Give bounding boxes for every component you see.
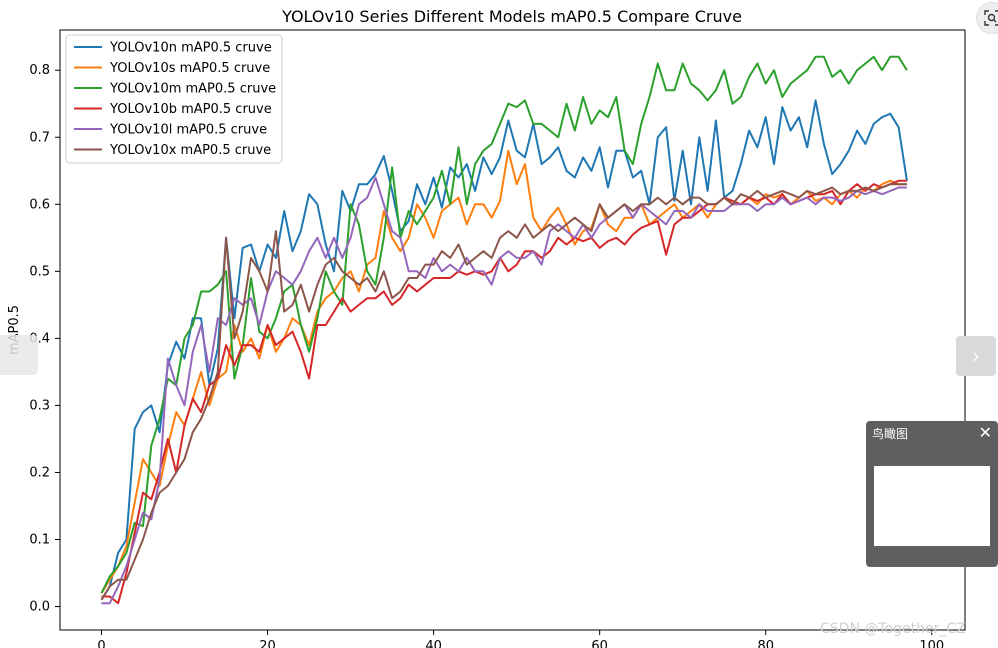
legend-label: YOLOv10x mAP0.5 cruve bbox=[109, 143, 271, 158]
series-lines bbox=[100, 55, 908, 605]
birdseye-title: 鸟瞰图 bbox=[872, 427, 909, 441]
next-image-button[interactable]: › bbox=[956, 336, 996, 376]
legend-label: YOLOv10s mAP0.5 cruve bbox=[109, 61, 270, 76]
y-tick-label: 0.8 bbox=[29, 63, 50, 78]
watermark: CSDN @Together_CZ bbox=[820, 621, 966, 637]
x-tick-label: 60 bbox=[591, 639, 608, 648]
legend-label: YOLOv10l mAP0.5 cruve bbox=[109, 123, 267, 138]
series-line-1 bbox=[100, 99, 908, 601]
legend-box bbox=[65, 34, 283, 164]
legend-label: YOLOv10n mAP0.5 cruve bbox=[109, 41, 272, 56]
y-tick-label: 0.1 bbox=[29, 532, 50, 547]
legend-label: YOLOv10b mAP0.5 cruve bbox=[109, 102, 272, 117]
x-tick-label: 20 bbox=[259, 639, 276, 648]
series-line-3 bbox=[100, 55, 908, 594]
scan-search-icon bbox=[984, 10, 998, 26]
series-line-5 bbox=[101, 176, 907, 605]
legend-label: YOLOv10m mAP0.5 cruve bbox=[109, 82, 276, 97]
y-tick-label: 0.6 bbox=[29, 197, 50, 212]
birdseye-panel: 鸟瞰图 ✕ bbox=[866, 421, 998, 567]
series-line-6 bbox=[100, 183, 907, 601]
x-tick-label: 80 bbox=[757, 639, 774, 648]
chevron-right-icon: › bbox=[972, 344, 980, 368]
close-icon[interactable]: ✕ bbox=[978, 423, 992, 442]
x-tick-label: 100 bbox=[919, 639, 944, 648]
y-tick-label: 0.5 bbox=[29, 264, 50, 279]
legend: YOLOv10n mAP0.5 cruve YOLOv10s mAP0.5 cru… bbox=[65, 34, 283, 164]
series-line-2 bbox=[100, 149, 907, 594]
y-tick-label: 0.2 bbox=[29, 465, 50, 480]
plot-frame bbox=[59, 29, 966, 631]
previous-image-button[interactable] bbox=[0, 335, 38, 375]
y-tick-label: 0.0 bbox=[29, 600, 50, 615]
x-tick-label: 0 bbox=[97, 639, 105, 648]
chart-title: YOLOv10 Series Different Models mAP0.5 C… bbox=[281, 7, 742, 26]
y-tick-label: 0.3 bbox=[29, 398, 50, 413]
x-tick-label: 40 bbox=[425, 639, 442, 648]
series-line-4 bbox=[101, 179, 907, 605]
y-tick-label: 0.7 bbox=[29, 130, 50, 145]
birdseye-thumbnail[interactable] bbox=[874, 466, 990, 546]
